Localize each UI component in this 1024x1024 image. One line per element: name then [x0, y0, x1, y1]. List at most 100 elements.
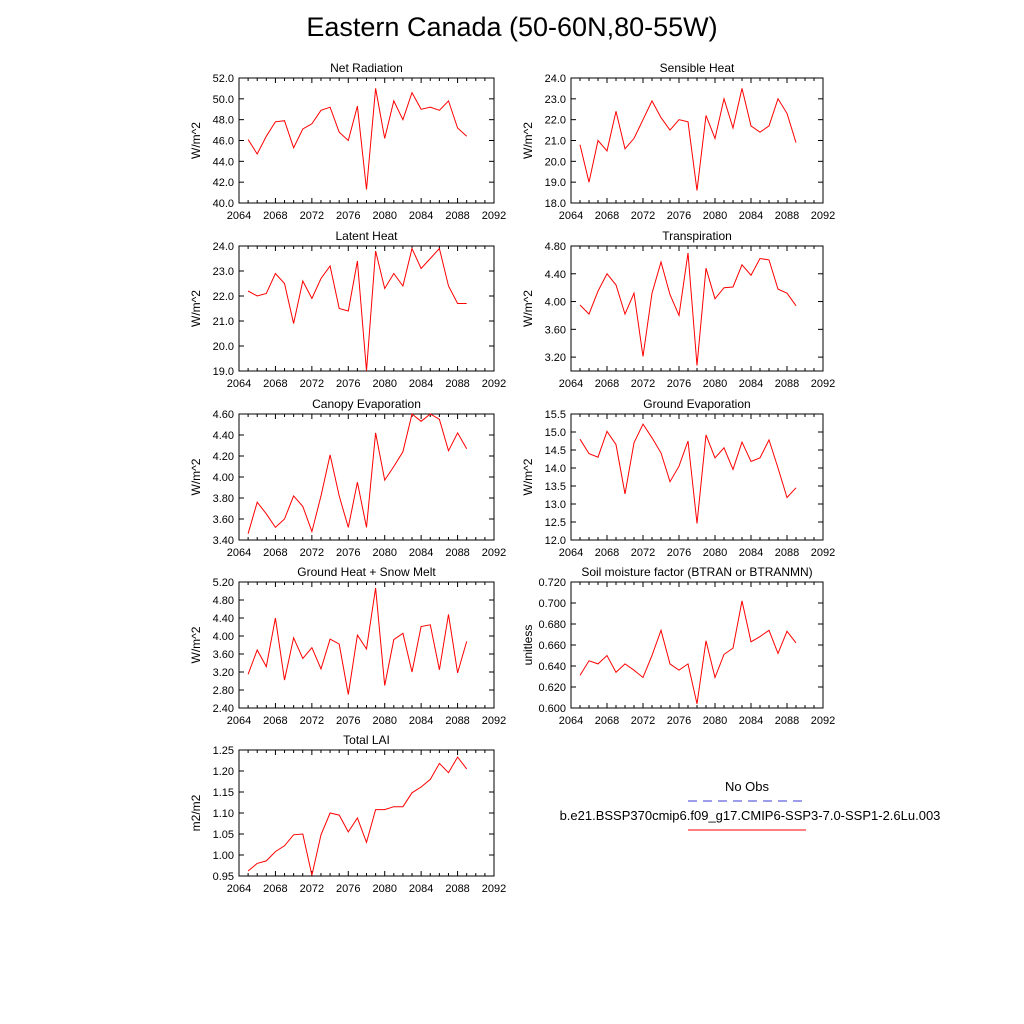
y-tick-label: 4.40	[213, 613, 234, 625]
x-tick-label: 2064	[559, 210, 583, 222]
x-tick-label: 2072	[631, 210, 655, 222]
x-tick-label: 2068	[595, 547, 619, 559]
y-tick-label: 0.720	[538, 577, 566, 589]
series-line	[579, 252, 797, 366]
chart-panel-9: Total LAI m2/m2 2064 2068 2072 2076 2080 2084 20…	[189, 733, 506, 895]
x-tick-label: 2080	[372, 547, 396, 559]
x-tick-label: 2088	[445, 715, 469, 727]
y-tick-label: 44.0	[213, 156, 234, 168]
y-tick-label: 13.0	[545, 499, 566, 511]
chart-panel-2: Sensible Heat W/m^2 2064 2068 2072 2076 2080 20…	[521, 61, 835, 222]
x-tick-label: 2092	[482, 210, 506, 222]
x-tick-label: 2092	[482, 883, 506, 895]
chart-panel-4: Transpiration W/m^2 2064 2068 2072 2076 2080 20…	[521, 229, 835, 390]
x-tick-label: 2080	[703, 715, 727, 727]
x-tick-label: 2064	[227, 210, 251, 222]
x-tick-label: 2088	[775, 547, 799, 559]
x-tick-label: 2064	[227, 547, 251, 559]
x-tick-label: 2072	[300, 883, 324, 895]
plot-frame	[570, 245, 824, 372]
series-line	[579, 88, 797, 191]
series-line	[247, 756, 468, 876]
y-tick-label: 23.0	[213, 266, 234, 278]
y-tick-label: 22.0	[545, 115, 566, 127]
x-tick-label: 2088	[445, 547, 469, 559]
chart-panel-3: Latent Heat W/m^2 2064 2068 2072 2076 2080 2084…	[189, 229, 506, 390]
x-tick-label: 2092	[482, 378, 506, 390]
x-tick-label: 2088	[445, 883, 469, 895]
x-tick-label: 2068	[263, 378, 287, 390]
chart-panel-7: Ground Heat + Snow Melt W/m^2 2064 2068 2072…	[189, 565, 506, 727]
y-tick-label: 24.0	[545, 73, 566, 85]
y-tick-label: 3.20	[213, 667, 234, 679]
x-tick-label: 2064	[559, 378, 583, 390]
y-tick-label: 4.40	[545, 269, 566, 281]
y-tick-label: 4.40	[213, 430, 234, 442]
x-tick-label: 2076	[667, 547, 691, 559]
x-tick-label: 2084	[409, 715, 433, 727]
plot-frame	[238, 245, 495, 372]
y-tick-label: 0.620	[538, 682, 566, 694]
y-tick-label: 0.600	[538, 703, 566, 715]
chart-title: Transpiration	[662, 229, 732, 243]
y-tick-label: 3.60	[213, 649, 234, 661]
x-tick-label: 2084	[739, 547, 763, 559]
x-tick-label: 2084	[409, 547, 433, 559]
y-tick-label: 15.5	[545, 409, 566, 421]
y-axis-label: unitless	[521, 625, 535, 666]
y-tick-label: 42.0	[213, 177, 234, 189]
y-tick-label: 12.0	[545, 535, 566, 547]
x-tick-label: 2080	[372, 210, 396, 222]
chart-panel-6: Ground Evaporation W/m^2 2064 2068 2072 2076 2…	[521, 397, 835, 559]
series-line	[247, 413, 468, 534]
y-tick-label: 3.40	[213, 535, 234, 547]
y-tick-label: 40.0	[213, 198, 234, 210]
y-tick-label: 20.0	[213, 341, 234, 353]
x-tick-label: 2092	[811, 547, 835, 559]
y-tick-label: 18.0	[545, 198, 566, 210]
y-tick-label: 13.5	[545, 481, 566, 493]
chart-title: Sensible Heat	[660, 61, 735, 75]
x-tick-label: 2076	[667, 378, 691, 390]
x-tick-label: 2064	[227, 715, 251, 727]
y-axis-label: W/m^2	[521, 290, 535, 327]
x-tick-label: 2072	[631, 378, 655, 390]
y-axis-label: W/m^2	[521, 458, 535, 495]
x-tick-label: 2072	[300, 547, 324, 559]
x-tick-label: 2064	[559, 547, 583, 559]
x-tick-label: 2092	[482, 715, 506, 727]
y-tick-label: 4.60	[213, 409, 234, 421]
chart-title: Total LAI	[343, 733, 390, 747]
y-axis-label: W/m^2	[189, 122, 203, 159]
plot-frame	[570, 77, 824, 204]
y-axis-label: W/m^2	[189, 458, 203, 495]
x-tick-label: 2080	[703, 547, 727, 559]
y-tick-label: 2.40	[213, 703, 234, 715]
y-tick-label: 14.5	[545, 445, 566, 457]
x-tick-label: 2076	[336, 547, 360, 559]
y-axis-label: m2/m2	[189, 794, 203, 831]
x-tick-label: 2084	[409, 210, 433, 222]
x-tick-label: 2064	[227, 378, 251, 390]
x-tick-label: 2084	[739, 210, 763, 222]
y-tick-label: 0.95	[213, 871, 234, 883]
x-tick-label: 2092	[482, 547, 506, 559]
chart-panel-5: Canopy Evaporation W/m^2 2064 2068 2072 2076 2…	[189, 397, 506, 559]
series-line	[247, 88, 468, 190]
x-tick-label: 2076	[336, 883, 360, 895]
legend-run-label: b.e21.BSSP370cmip6.f09_g17.CMIP6-SSP3-7.…	[559, 808, 941, 823]
y-tick-label: 3.80	[213, 493, 234, 505]
x-tick-label: 2072	[631, 547, 655, 559]
y-tick-label: 23.0	[545, 94, 566, 106]
y-tick-label: 50.0	[213, 94, 234, 106]
x-tick-label: 2092	[811, 210, 835, 222]
x-tick-label: 2068	[263, 547, 287, 559]
x-tick-label: 2084	[739, 715, 763, 727]
y-tick-label: 3.60	[545, 324, 566, 336]
y-tick-label: 4.80	[545, 241, 566, 253]
y-tick-label: 0.660	[538, 640, 566, 652]
plot-frame	[238, 581, 495, 709]
y-tick-label: 5.20	[213, 577, 234, 589]
y-tick-label: 3.60	[213, 514, 234, 526]
x-tick-label: 2076	[667, 210, 691, 222]
